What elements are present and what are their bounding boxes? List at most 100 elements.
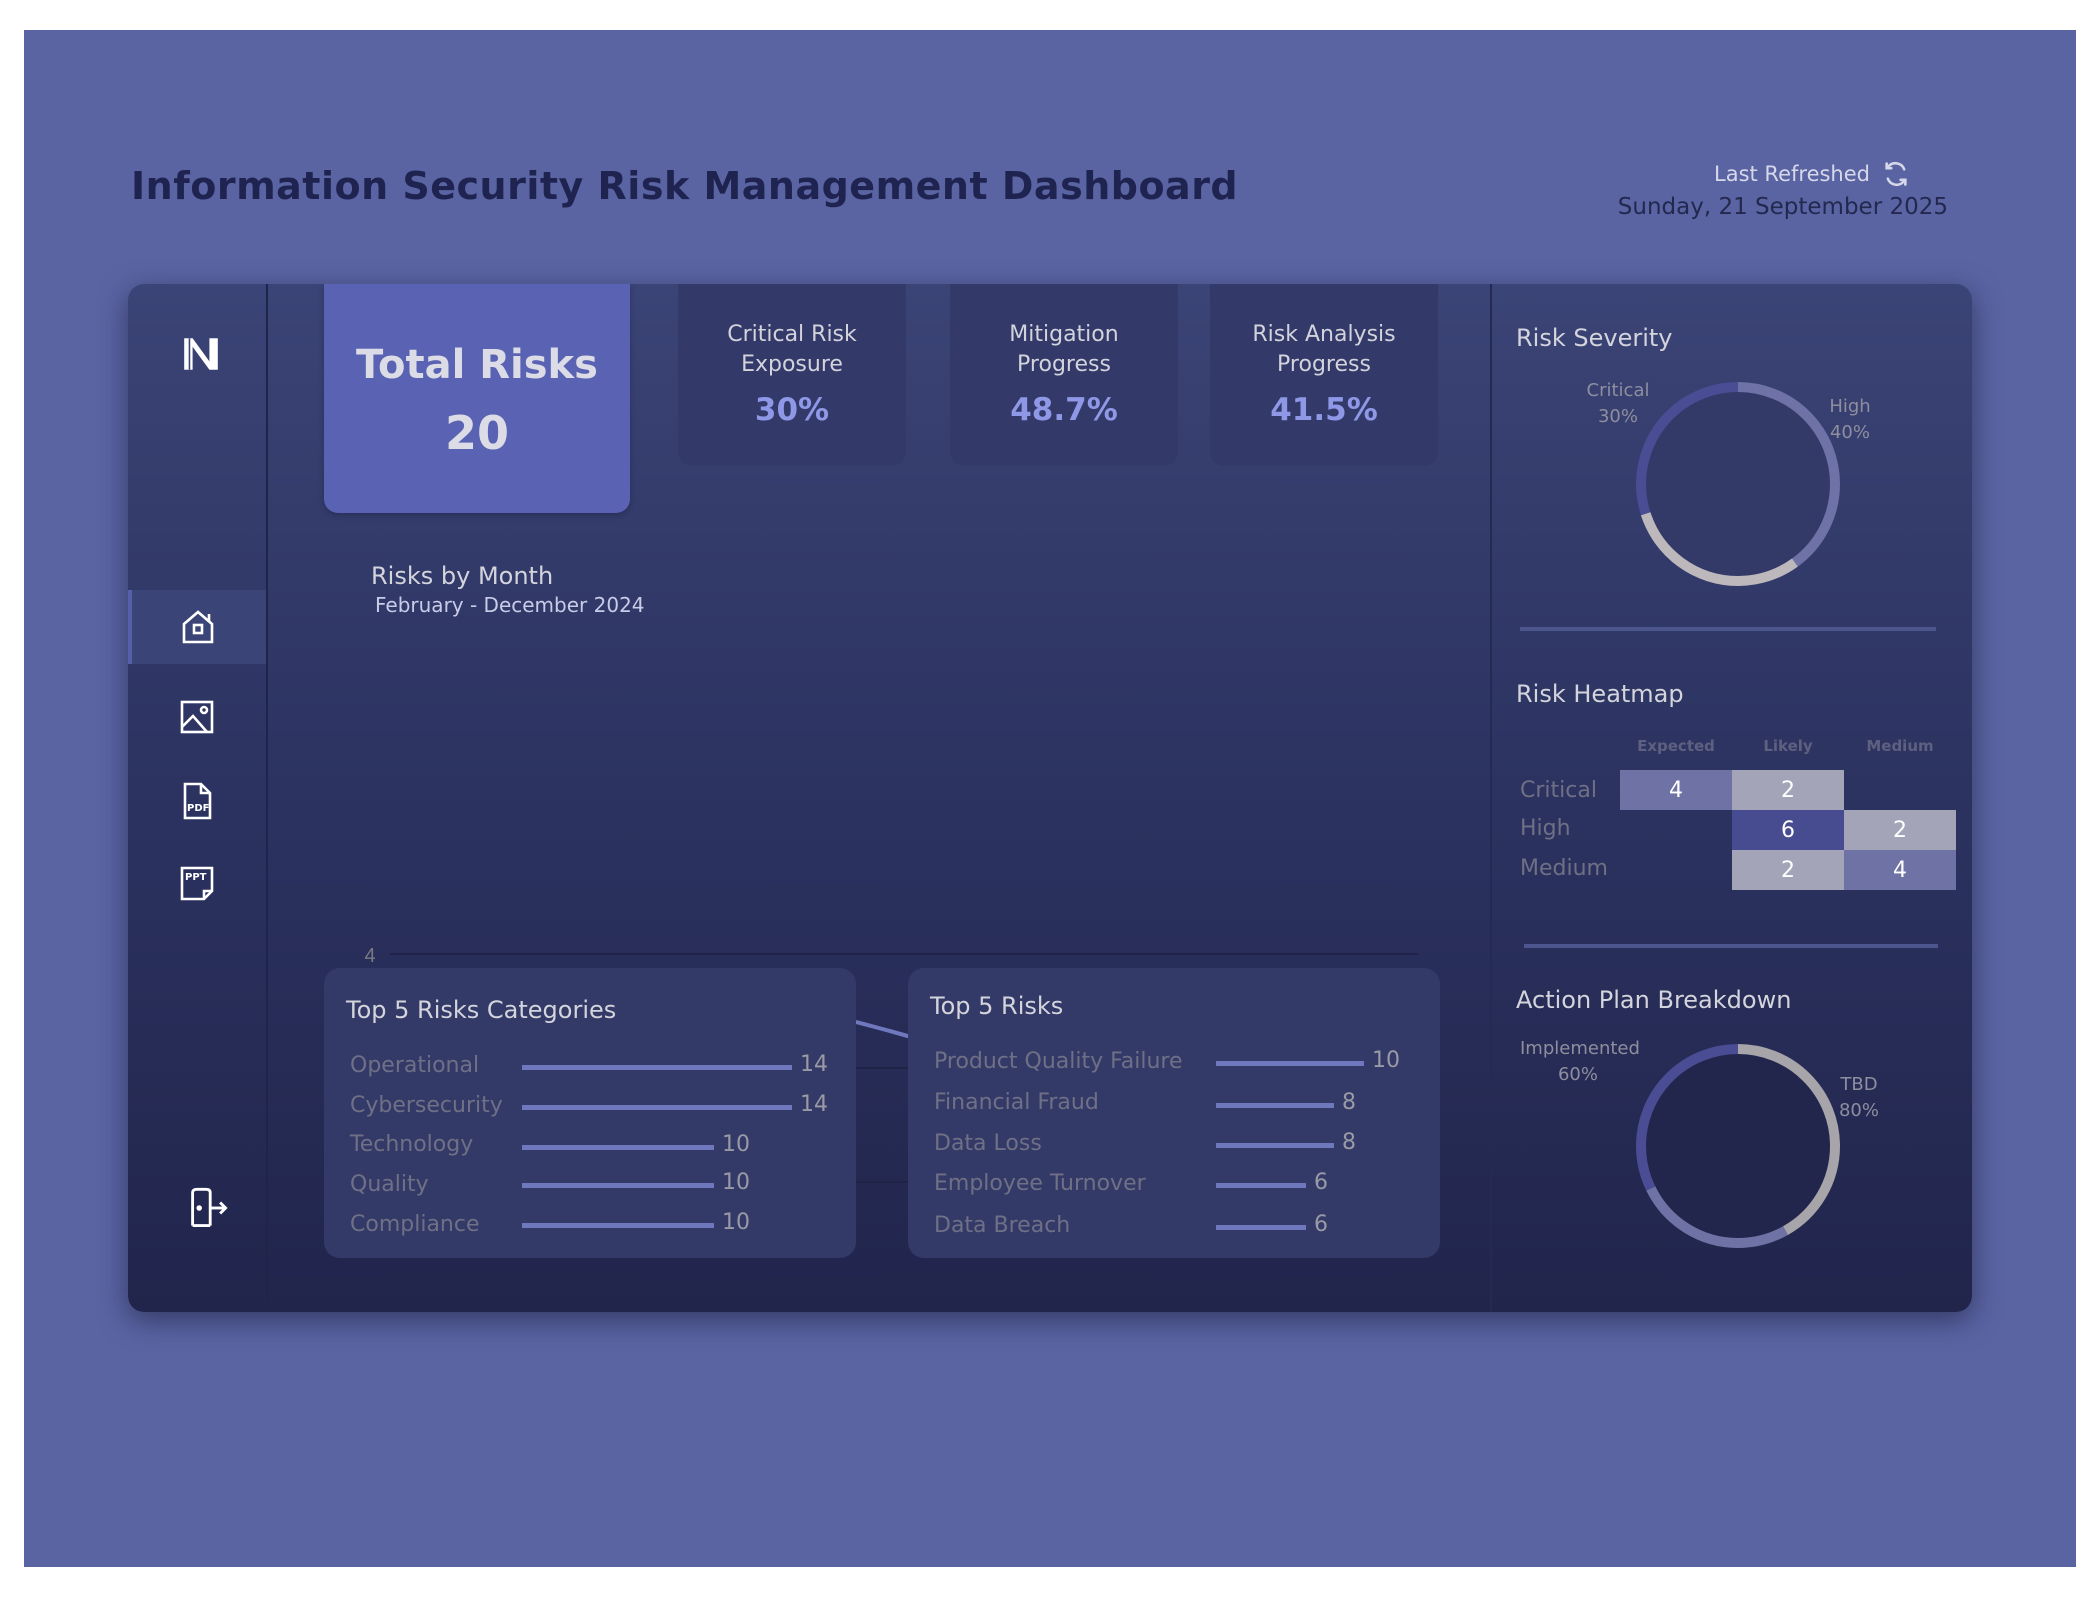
dashboard-panel: PDF PPT Total Risks 20 Critical Risk Exp… bbox=[128, 284, 1972, 1312]
heatmap-cell[interactable]: 6 bbox=[1732, 810, 1844, 850]
category-label: Cybersecurity bbox=[350, 1092, 503, 1118]
list-item[interactable]: Quality bbox=[350, 1169, 429, 1199]
top-risks-title: Top 5 Risks bbox=[930, 992, 1064, 1020]
section-divider bbox=[1524, 944, 1938, 948]
risk-bar bbox=[1216, 1103, 1334, 1108]
list-item[interactable]: Cybersecurity bbox=[350, 1090, 503, 1120]
sidebar-item-pdf[interactable]: PDF bbox=[128, 764, 266, 838]
heatmap-cell[interactable]: 2 bbox=[1732, 770, 1844, 810]
list-item[interactable]: Financial Fraud bbox=[934, 1087, 1099, 1117]
heatmap-cell[interactable]: 2 bbox=[1732, 850, 1844, 890]
heatmap-row-label: Medium bbox=[1520, 856, 1608, 881]
kpi-card-mitigation-progress[interactable]: Mitigation Progress 48.7% bbox=[950, 284, 1178, 466]
svg-text:PDF: PDF bbox=[187, 803, 209, 814]
category-value: 14 bbox=[800, 1092, 828, 1117]
heatmap-row-label: High bbox=[1520, 816, 1571, 841]
risk-label: Data Loss bbox=[934, 1130, 1042, 1156]
page-title: Information Security Risk Management Das… bbox=[131, 164, 1239, 208]
kpi-label: Critical Risk Exposure bbox=[678, 320, 906, 380]
sidebar: PDF PPT bbox=[128, 284, 268, 1312]
top-categories-card: Top 5 Risks Categories Operational 14 Cy… bbox=[324, 968, 856, 1258]
logo-icon[interactable] bbox=[180, 332, 222, 374]
risk-bar bbox=[1216, 1225, 1306, 1230]
risk-value: 6 bbox=[1314, 1212, 1328, 1237]
risk-heatmap-title: Risk Heatmap bbox=[1516, 680, 1684, 708]
refresh-icon[interactable] bbox=[1882, 160, 1910, 188]
category-label: Compliance bbox=[350, 1211, 480, 1237]
sidebar-item-ppt[interactable]: PPT bbox=[128, 846, 266, 920]
action-plan-title: Action Plan Breakdown bbox=[1516, 986, 1792, 1014]
kpi-label-line1: Critical Risk bbox=[727, 322, 857, 347]
category-value: 14 bbox=[800, 1052, 828, 1077]
total-risks-value: 20 bbox=[444, 406, 509, 460]
risk-bar bbox=[1216, 1183, 1306, 1188]
category-value: 10 bbox=[722, 1132, 750, 1157]
section-divider bbox=[1520, 627, 1936, 631]
list-item[interactable]: Data Breach bbox=[934, 1210, 1070, 1240]
list-item[interactable]: Data Loss bbox=[934, 1128, 1042, 1158]
risk-severity-title: Risk Severity bbox=[1516, 324, 1673, 352]
kpi-label: Mitigation Progress bbox=[950, 320, 1178, 380]
kpi-label-line1: Risk Analysis bbox=[1252, 322, 1396, 347]
heatmap-cell[interactable]: 4 bbox=[1620, 770, 1732, 810]
list-item[interactable]: Technology bbox=[350, 1129, 473, 1159]
total-risks-label: Total Risks bbox=[356, 342, 598, 388]
severity-critical-label: Critical 30% bbox=[1586, 380, 1650, 427]
list-item[interactable]: Employee Turnover bbox=[934, 1168, 1146, 1198]
kpi-label-line1: Mitigation bbox=[1009, 322, 1119, 347]
risk-value: 6 bbox=[1314, 1170, 1328, 1195]
risks-by-month-title: Risks by Month bbox=[371, 562, 554, 590]
heatmap-col-header: Likely bbox=[1763, 737, 1813, 755]
heatmap-row-label: Critical bbox=[1520, 778, 1597, 803]
kpi-label-line2: Progress bbox=[1277, 352, 1371, 377]
ppt-file-icon: PPT bbox=[180, 866, 214, 901]
total-risks-card[interactable]: Total Risks 20 bbox=[324, 284, 630, 513]
category-label: Quality bbox=[350, 1171, 429, 1197]
risk-value: 8 bbox=[1342, 1090, 1356, 1115]
risk-label: Product Quality Failure bbox=[934, 1048, 1183, 1074]
kpi-card-critical-exposure[interactable]: Critical Risk Exposure 30% bbox=[678, 284, 906, 466]
risk-bar bbox=[1216, 1061, 1364, 1066]
category-bar bbox=[522, 1065, 792, 1070]
heatmap-col-header: Medium bbox=[1866, 737, 1934, 755]
list-item[interactable]: Operational bbox=[350, 1050, 479, 1080]
kpi-value: 41.5% bbox=[1270, 392, 1378, 428]
risk-bar bbox=[1216, 1143, 1334, 1148]
last-refreshed: Last Refreshed Sunday, 21 September 2025 bbox=[1618, 160, 1948, 220]
risk-label: Financial Fraud bbox=[934, 1089, 1099, 1115]
image-icon bbox=[180, 700, 214, 734]
home-icon bbox=[182, 610, 214, 644]
severity-high-label: High 40% bbox=[1829, 396, 1871, 443]
risk-severity-donut[interactable] bbox=[1628, 374, 1848, 594]
kpi-label-line2: Exposure bbox=[741, 352, 843, 377]
category-bar bbox=[522, 1183, 714, 1188]
list-item[interactable]: Product Quality Failure bbox=[934, 1046, 1183, 1076]
category-bar bbox=[522, 1223, 714, 1228]
kpi-label: Risk Analysis Progress bbox=[1210, 320, 1438, 380]
heatmap-cell[interactable]: 4 bbox=[1844, 850, 1956, 890]
category-label: Operational bbox=[350, 1052, 480, 1078]
category-bar bbox=[522, 1105, 792, 1110]
action-tbd-label: TBD 80% bbox=[1838, 1074, 1879, 1121]
kpi-value: 48.7% bbox=[1010, 392, 1118, 428]
exit-door-icon[interactable] bbox=[186, 1186, 230, 1230]
pdf-file-icon: PDF bbox=[183, 782, 212, 820]
category-bar bbox=[522, 1145, 714, 1150]
kpi-label-line2: Progress bbox=[1017, 352, 1111, 377]
right-column-divider bbox=[1490, 284, 1492, 1312]
svg-text:PPT: PPT bbox=[185, 872, 207, 883]
kpi-value: 30% bbox=[754, 392, 830, 428]
last-refreshed-label: Last Refreshed bbox=[1714, 162, 1870, 186]
heatmap-cell[interactable]: 2 bbox=[1844, 810, 1956, 850]
sidebar-item-image[interactable] bbox=[128, 680, 266, 754]
risk-value: 8 bbox=[1342, 1130, 1356, 1155]
sidebar-item-home[interactable] bbox=[128, 590, 266, 664]
list-item[interactable]: Compliance bbox=[350, 1209, 480, 1239]
kpi-card-risk-analysis-progress[interactable]: Risk Analysis Progress 41.5% bbox=[1210, 284, 1438, 466]
category-value: 10 bbox=[722, 1170, 750, 1195]
action-implemented-label: Implemented 60% bbox=[1520, 1038, 1640, 1085]
action-plan-donut[interactable] bbox=[1628, 1036, 1848, 1256]
last-refreshed-date: Sunday, 21 September 2025 bbox=[1617, 194, 1948, 220]
top-risks-card: Top 5 Risks Product Quality Failure 10 F… bbox=[908, 968, 1440, 1258]
category-label: Technology bbox=[350, 1131, 474, 1157]
